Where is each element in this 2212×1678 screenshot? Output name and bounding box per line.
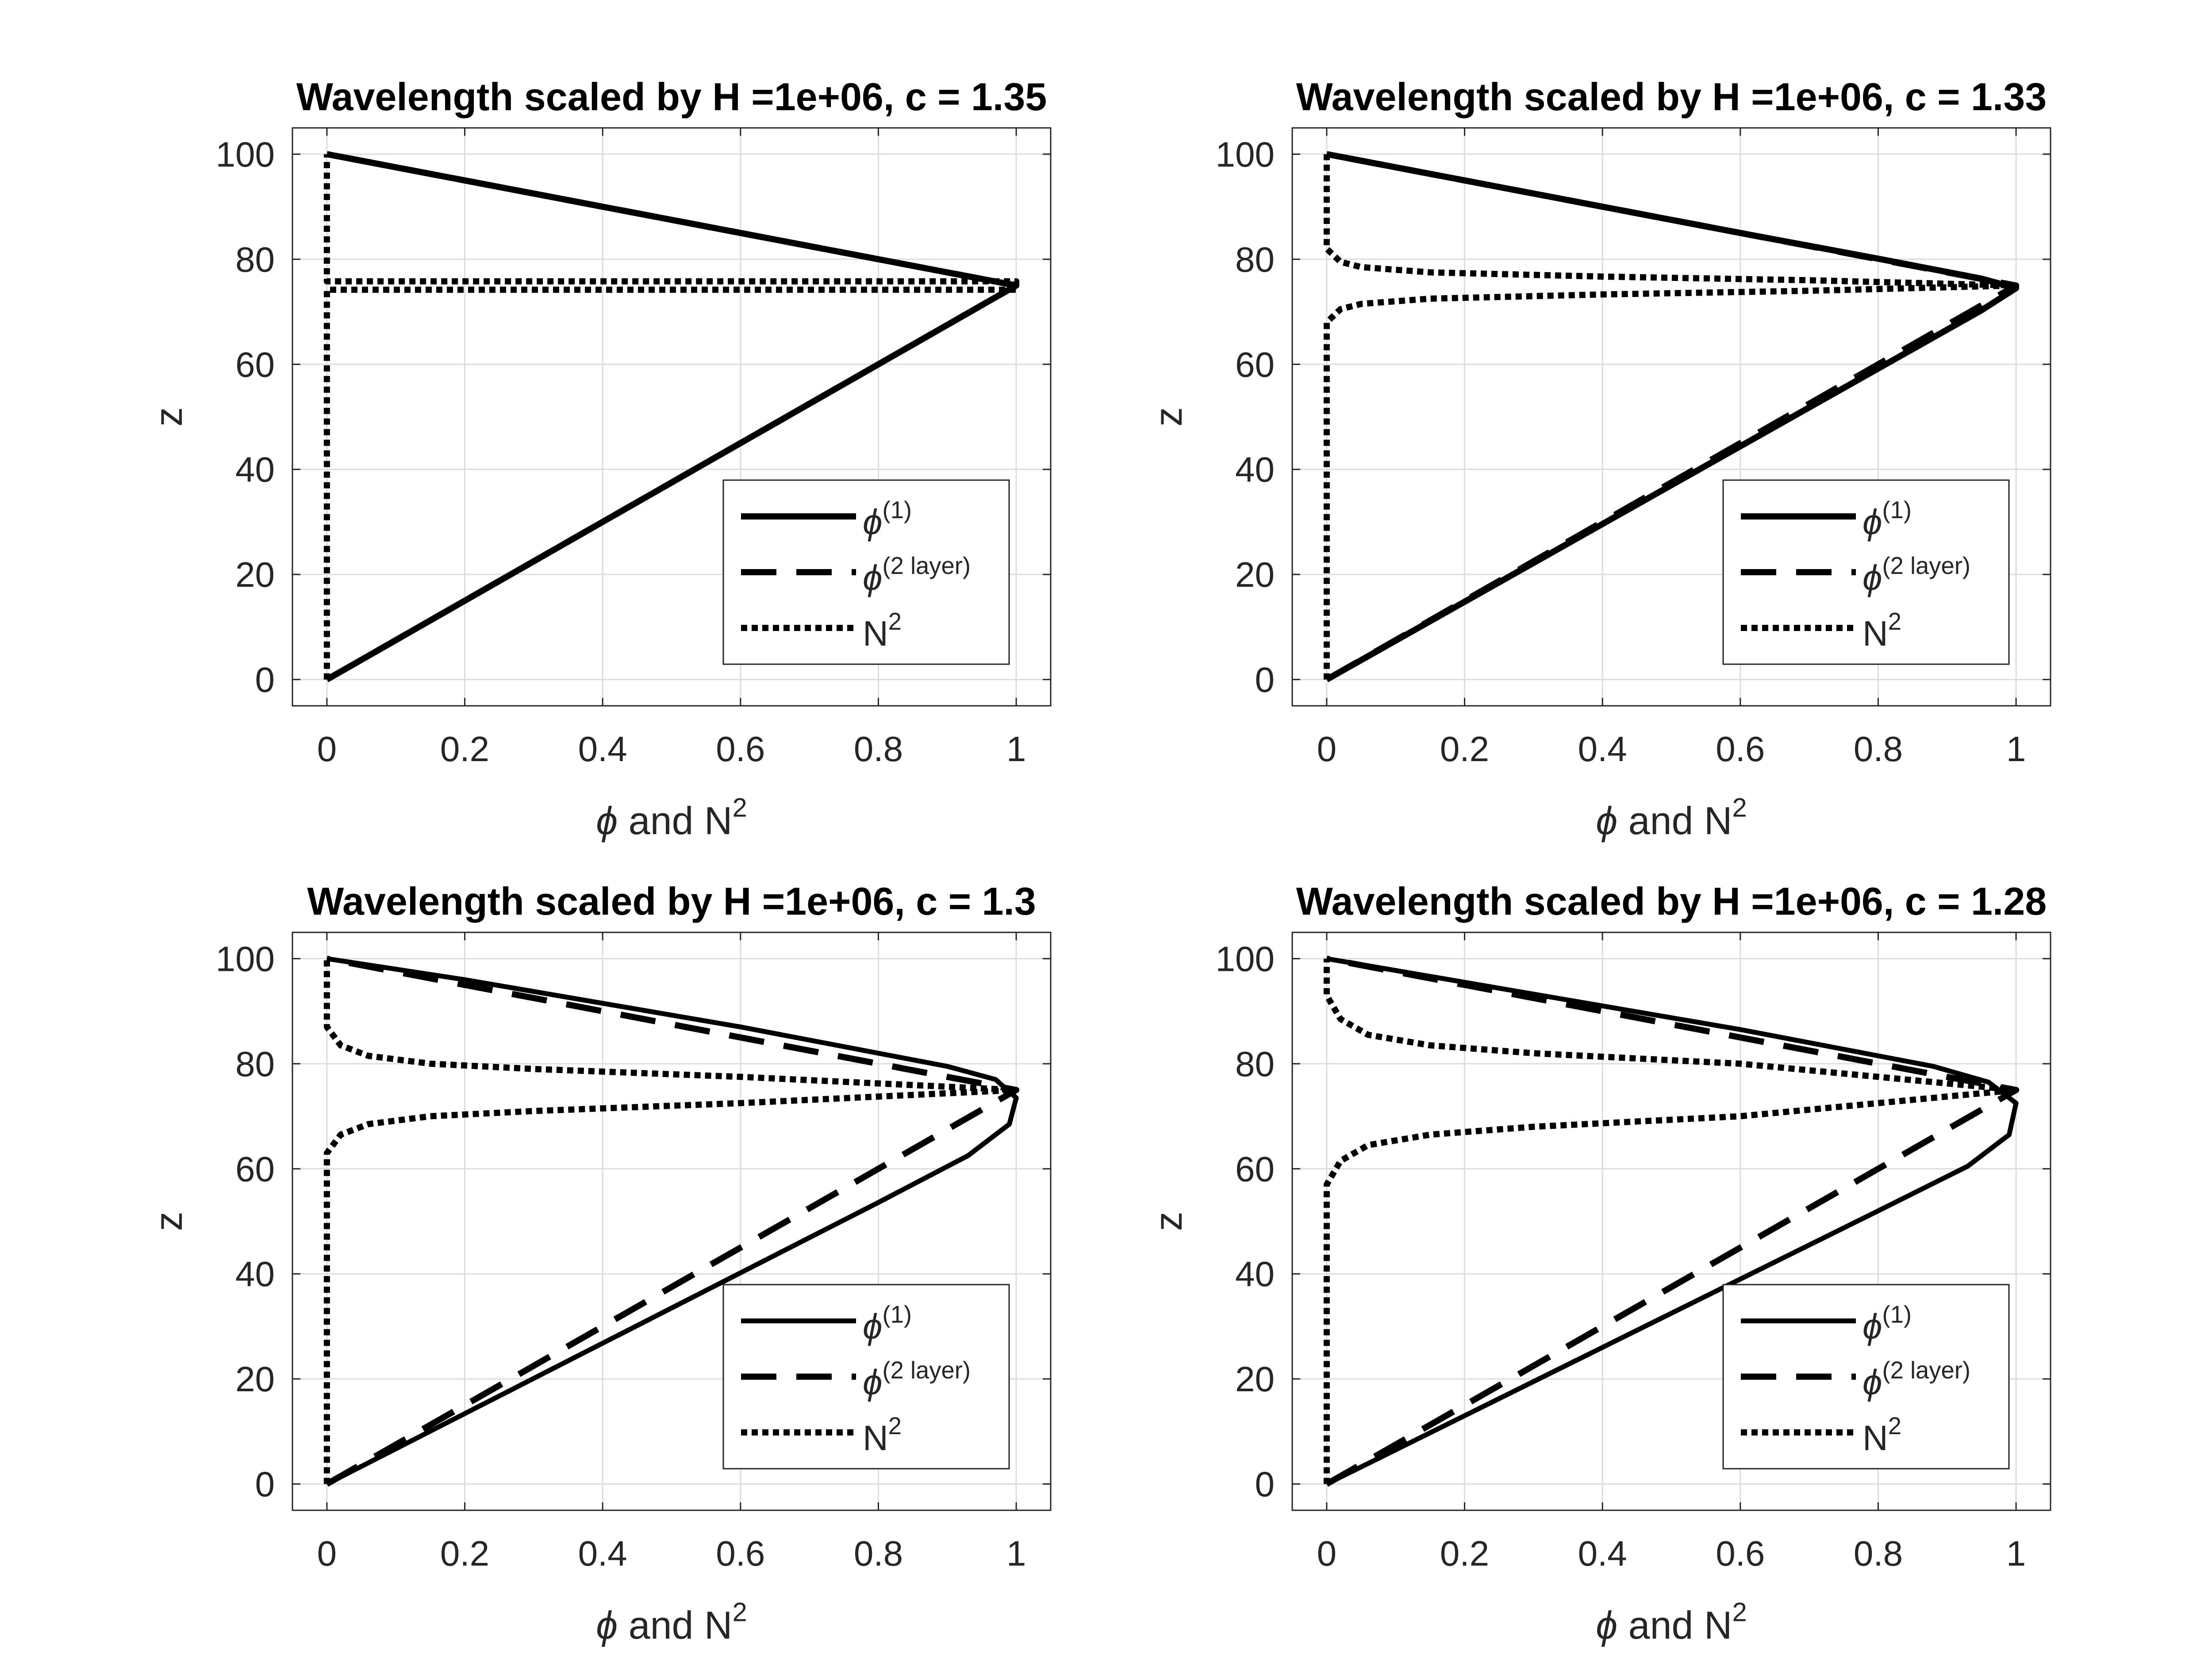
y-tick-label: 40 — [235, 450, 275, 489]
y-tick-label: 20 — [235, 555, 275, 594]
chart-title: Wavelength scaled by H =1e+06, c = 1.28 — [1296, 879, 2047, 923]
series-line-3 — [1323, 958, 2020, 1484]
series-line-3 — [323, 958, 1020, 1484]
axes-box — [292, 127, 1052, 707]
subplot-3: 0 0.2 0.4 0.6 0.8 1 0 20 40 60 80 100 Wavelength sca… — [146, 879, 1052, 1647]
x-tick-label: 0.2 — [440, 729, 489, 769]
x-tick-label: 0.8 — [854, 1534, 903, 1573]
x-tick-label: 1 — [2006, 729, 2026, 769]
legend-label-2: ϕ(2 layer) — [863, 1357, 971, 1402]
series-line-3 — [1323, 154, 2020, 680]
subplot-4: 0 0.2 0.4 0.6 0.8 1 0 20 40 60 80 100 Wavelength sca… — [1146, 879, 2051, 1647]
legend: ϕ(1) ϕ(2 layer) N2 — [722, 479, 1010, 665]
y-tick-label: 20 — [1235, 1359, 1275, 1399]
y-tick-label: 80 — [1235, 240, 1275, 279]
y-axis-label: z — [1146, 407, 1190, 427]
x-tick-label: 0.4 — [578, 729, 627, 769]
y-tick-label: 0 — [1255, 660, 1275, 700]
y-tick-label: 0 — [255, 1465, 275, 1504]
y-tick-label: 0 — [255, 660, 275, 700]
y-tick-label: 100 — [216, 135, 275, 174]
y-tick-label: 100 — [216, 939, 275, 978]
legend-label-1: ϕ(1) — [863, 1301, 912, 1346]
legend-label-2: ϕ(2 layer) — [1863, 1357, 1970, 1402]
chart-title: Wavelength scaled by H =1e+06, c = 1.33 — [1296, 75, 2047, 119]
legend-label-1: ϕ(1) — [1863, 1301, 1912, 1346]
legend-label-3: N2 — [1863, 608, 1901, 653]
series-line-1 — [326, 956, 1019, 1486]
legend: ϕ(1) ϕ(2 layer) N2 — [1722, 1284, 2010, 1470]
y-tick-label: 40 — [235, 1255, 275, 1294]
y-tick-label: 60 — [235, 1149, 275, 1189]
x-tick-label: 1 — [1006, 1534, 1026, 1573]
y-axis-label: z — [146, 1212, 190, 1231]
y-tick-label: 60 — [235, 345, 275, 384]
x-tick-label: 0.8 — [1854, 1534, 1903, 1573]
x-tick-label: 0.6 — [716, 1534, 765, 1573]
y-axis-label: z — [1146, 1212, 1190, 1231]
legend-label-3: N2 — [1863, 1412, 1901, 1458]
x-axis-label: ϕ and N2 — [596, 793, 747, 843]
series-line-1 — [1325, 956, 2019, 1486]
legend-label-2: ϕ(2 layer) — [1863, 552, 1970, 597]
x-axis-label: ϕ and N2 — [1596, 1597, 1747, 1647]
x-axis-label: ϕ and N2 — [596, 1597, 747, 1647]
y-axis-label: z — [146, 407, 190, 427]
legend: ϕ(1) ϕ(2 layer) N2 — [1722, 479, 2010, 665]
x-tick-label: 0.8 — [854, 729, 903, 769]
y-tick-label: 80 — [1235, 1044, 1275, 1084]
grid — [292, 128, 1051, 706]
x-tick-label: 0.2 — [1440, 1534, 1489, 1573]
legend-label-2: ϕ(2 layer) — [863, 552, 971, 597]
x-tick-label: 0.2 — [1440, 729, 1489, 769]
x-tick-label: 0.6 — [1716, 729, 1765, 769]
x-tick-label: 0.6 — [716, 729, 765, 769]
x-axis-label: ϕ and N2 — [1596, 793, 1747, 843]
x-tick-label: 0.8 — [1854, 729, 1903, 769]
y-tick-label: 40 — [1235, 450, 1275, 489]
x-tick-label: 0.4 — [1578, 729, 1627, 769]
x-tick-label: 0 — [317, 729, 337, 769]
chart-title: Wavelength scaled by H =1e+06, c = 1.35 — [296, 75, 1047, 119]
y-tick-label: 100 — [1216, 135, 1275, 174]
subplot-2: 0 0.2 0.4 0.6 0.8 1 0 20 40 60 80 100 Wavelength sca… — [1146, 75, 2051, 843]
y-tick-label: 60 — [1235, 1149, 1275, 1189]
y-tick-label: 40 — [1235, 1255, 1275, 1294]
legend-label-3: N2 — [863, 1412, 902, 1458]
legend-label-1: ϕ(1) — [1863, 496, 1912, 542]
subplot-1: 0 0.2 0.4 0.6 0.8 1 0 20 40 60 80 100 Wavelength sca… — [146, 75, 1052, 843]
x-tick-label: 0 — [1317, 729, 1337, 769]
legend: ϕ(1) ϕ(2 layer) N2 — [722, 1284, 1010, 1470]
y-tick-label: 80 — [235, 1044, 275, 1084]
y-tick-label: 20 — [235, 1359, 275, 1399]
x-tick-label: 1 — [1006, 729, 1026, 769]
y-tick-label: 80 — [235, 240, 275, 279]
legend-label-1: ϕ(1) — [863, 496, 912, 542]
x-tick-label: 1 — [2006, 1534, 2026, 1573]
y-tick-label: 100 — [1216, 939, 1275, 978]
axes-box — [1291, 127, 2051, 707]
y-tick-label: 20 — [1235, 555, 1275, 594]
axes-box — [292, 931, 1052, 1511]
y-tick-label: 0 — [1255, 1465, 1275, 1504]
y-tick-label: 60 — [1235, 345, 1275, 384]
x-tick-label: 0 — [1317, 1534, 1337, 1573]
x-tick-label: 0.2 — [440, 1534, 489, 1573]
x-tick-label: 0.4 — [578, 1534, 627, 1573]
x-tick-label: 0.6 — [1716, 1534, 1765, 1573]
x-tick-label: 0 — [317, 1534, 337, 1573]
x-tick-label: 0.4 — [1578, 1534, 1627, 1573]
series-line-3 — [323, 154, 1020, 680]
chart-title: Wavelength scaled by H =1e+06, c = 1.3 — [307, 879, 1036, 923]
legend-label-3: N2 — [863, 608, 902, 653]
axes-box — [1291, 931, 2051, 1511]
